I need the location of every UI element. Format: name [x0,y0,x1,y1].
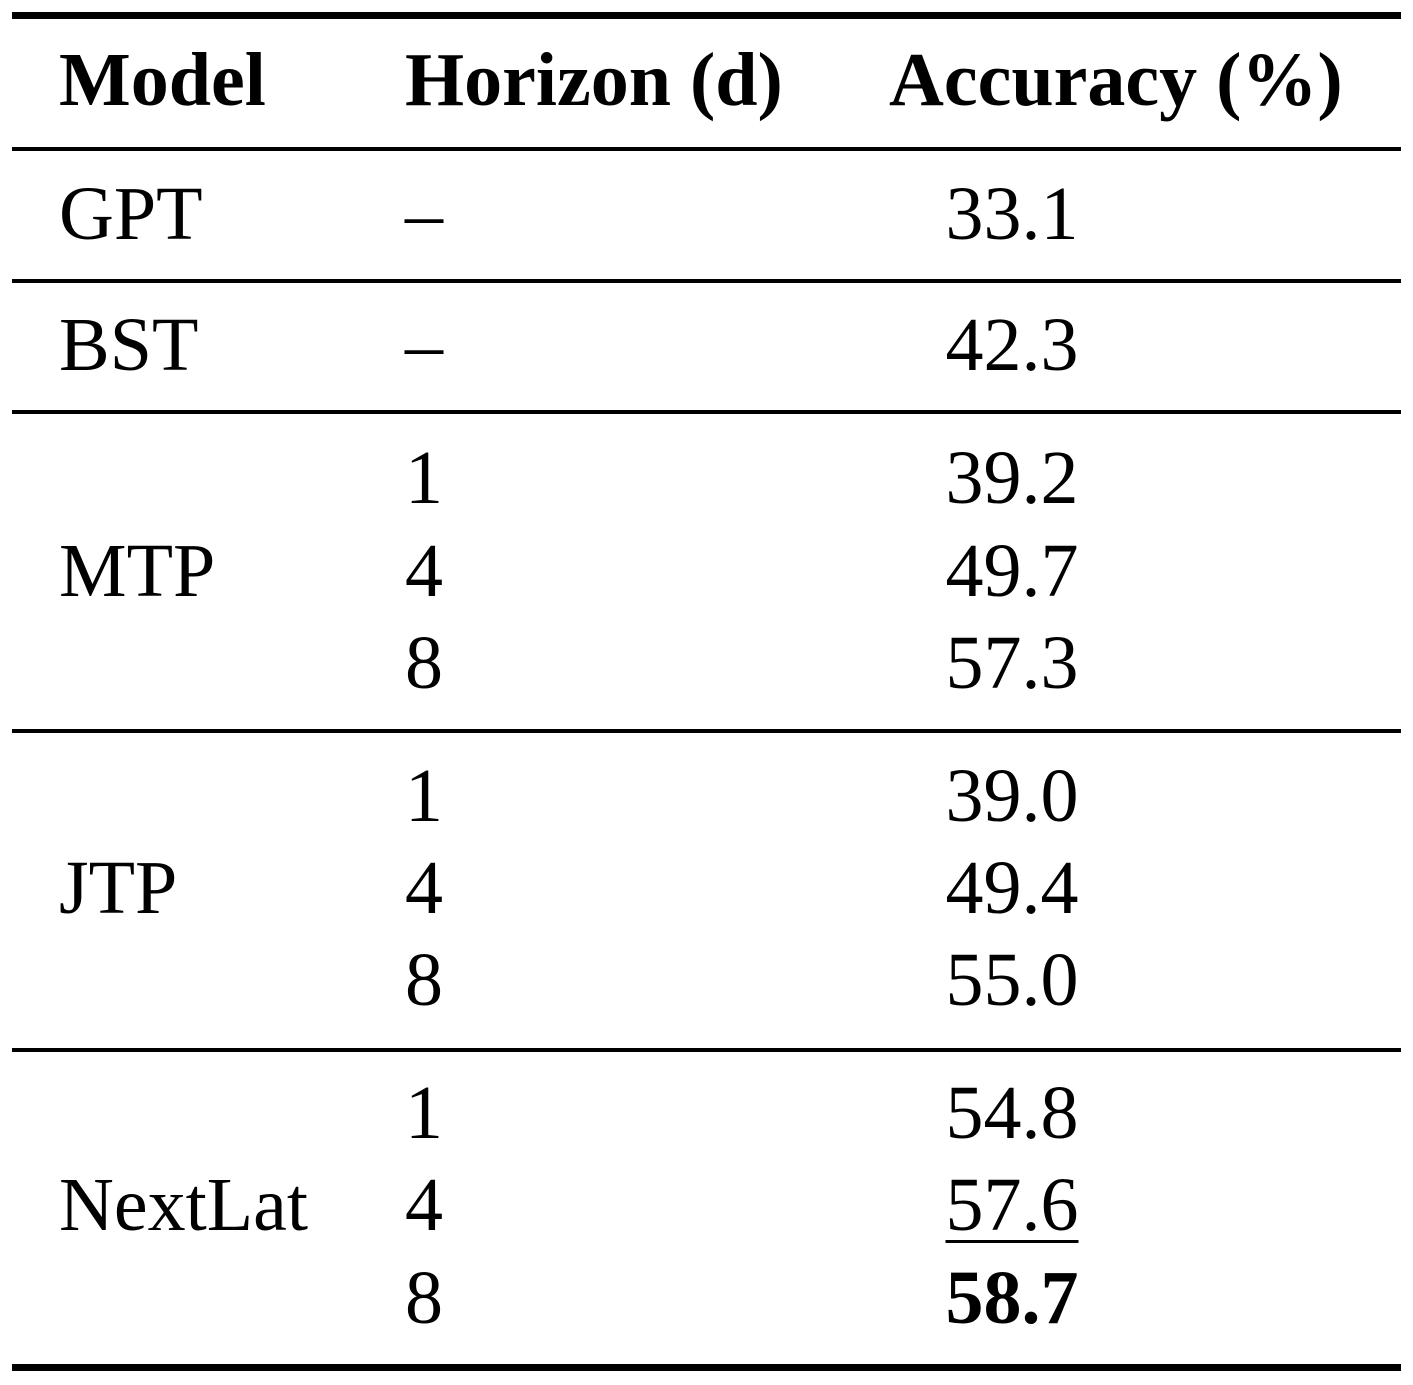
group-rule-mtp [12,729,1401,733]
accuracy-cell: 54.8 [945,1071,1079,1155]
group-rule-gpt [12,279,1401,283]
horizon-cell: – [405,303,443,387]
model-gpt: GPT [59,172,203,256]
model-nextlat: NextLat [59,1163,309,1247]
horizon-cell: 8 [405,1256,443,1340]
header-rule [12,147,1401,151]
accuracy-cell: 39.0 [945,754,1079,838]
horizon-cell: 8 [405,938,443,1022]
horizon-cell: 1 [405,1071,443,1155]
model-jtp: JTP [59,846,178,930]
accuracy-cell: 57.3 [945,621,1079,705]
accuracy-cell: 49.7 [945,529,1079,613]
accuracy-cell: 55.0 [945,938,1079,1022]
horizon-cell: 1 [405,436,443,520]
accuracy-cell: 33.1 [945,172,1079,256]
accuracy-cell-best: 58.7 [945,1256,1079,1340]
header-accuracy: Accuracy (%) [889,38,1343,122]
bottom-rule [12,1364,1401,1371]
horizon-cell: 8 [405,621,443,705]
top-rule [12,12,1401,19]
horizon-cell: 4 [405,1163,443,1247]
group-rule-bst [12,410,1401,414]
horizon-cell: 1 [405,754,443,838]
accuracy-cell: 42.3 [945,303,1079,387]
accuracy-value-underlined: 57.6 [945,1163,1079,1247]
accuracy-cell-second-best: 57.6 [892,1159,1132,1251]
results-table: Model Horizon (d) Accuracy (%) GPT – 33.… [12,0,1401,1385]
horizon-cell: 4 [405,846,443,930]
accuracy-cell: 49.4 [945,846,1079,930]
header-horizon: Horizon (d) [405,38,783,122]
model-bst: BST [59,303,199,387]
header-model: Model [59,38,266,122]
accuracy-cell: 39.2 [945,436,1079,520]
horizon-cell: 4 [405,529,443,613]
model-mtp: MTP [59,529,216,613]
group-rule-jtp [12,1048,1401,1052]
horizon-cell: – [405,172,443,256]
